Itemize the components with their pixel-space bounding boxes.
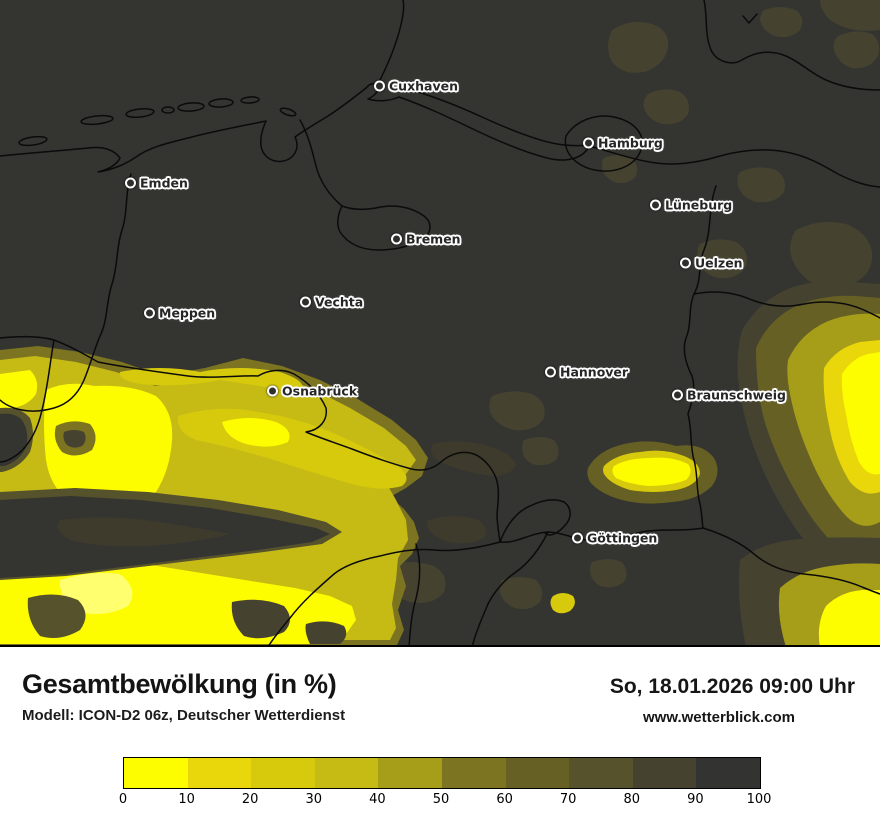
city-marker-icon [545,366,556,378]
city-lueneburg: Lüneburg [650,198,732,213]
legend-color-segment [251,758,315,788]
city-marker-icon [125,177,136,189]
city-marker-icon [572,532,583,544]
city-marker-icon [680,257,691,269]
city-label: Göttingen [587,530,658,546]
city-meppen: Meppen [144,306,215,321]
city-cuxhaven: Cuxhaven [374,79,458,94]
map-footer: Gesamtbewölkung (in %) Modell: ICON-D2 0… [0,647,880,830]
city-marker-icon [374,80,385,92]
city-emden: Emden [125,176,188,191]
city-label: Emden [140,175,188,191]
city-label: Meppen [159,305,216,321]
city-bremen: Bremen [391,232,461,247]
city-marker-icon [391,233,402,245]
city-label: Bremen [406,231,461,247]
islands [18,96,297,147]
legend-color-segment [632,758,697,788]
city-label: Cuxhaven [389,78,458,94]
legend-tick-label: 50 [432,792,450,807]
border-lines [0,0,880,645]
legend-color-segment [124,758,188,788]
legend-tick-label: 10 [178,792,195,807]
legend-tick-label: 90 [687,792,704,807]
page-title: Gesamtbewölkung (in %) [22,669,337,699]
legend-tick-label: 100 [746,792,772,807]
city-layer: Cuxhaven Hamburg Emden Lüneburg Bremen Uelzen… [125,79,786,546]
city-goettingen: Göttingen [572,531,657,546]
model-subtitle: Modell: ICON-D2 06z, Deutscher Wetterdie… [22,707,346,724]
cloud-cover-legend-ticks: 0 10 20 30 40 50 60 70 80 90 100 [119,792,772,812]
legend-tick-label: 40 [369,792,386,807]
city-marker-icon [144,307,155,319]
city-label: Vechta [315,294,364,310]
city-osnabrueck: Osnabrück [267,384,357,399]
city-vechta: Vechta [300,295,363,310]
city-label: Uelzen [695,255,743,271]
city-label: Hannover [560,364,629,380]
cloud-free-patch-goettingen [550,441,718,614]
cloud-cover-legend-bar [123,757,761,789]
legend-color-segment [187,758,252,788]
city-label: Osnabrück [282,383,358,399]
cloud-cover-map-graphic [0,0,880,645]
legend-tick-label: 70 [559,792,577,807]
legend-tick-label: 0 [118,792,128,807]
legend-color-segment [314,758,379,788]
city-hannover: Hannover [545,365,628,380]
legend-color-segment [378,758,442,788]
legend-tick-label: 60 [496,792,513,807]
legend-color-segment [505,758,570,788]
legend-color-segment [569,758,633,788]
forecast-datetime: So, 18.01.2026 09:00 Uhr [609,675,855,698]
city-label: Braunschweig [687,387,786,403]
legend-tick-label: 30 [305,792,323,807]
city-marker-icon [672,389,683,401]
city-label: Lüneburg [665,197,733,213]
city-marker-icon [650,199,661,211]
legend-color-segment [696,758,760,788]
city-hamburg: Hamburg [583,136,663,151]
website-url: www.wetterblick.com [643,709,795,726]
weather-map: Cuxhaven Hamburg Emden Lüneburg Bremen Uelzen… [0,0,880,647]
legend-tick-label: 80 [623,792,641,807]
city-marker-icon [583,137,594,149]
legend-color-segment [441,758,506,788]
cloud-free-region-east [737,280,880,645]
city-label: Hamburg [598,135,663,151]
legend-tick-label: 20 [241,792,259,807]
city-marker-icon [267,385,278,397]
city-marker-icon [300,296,311,308]
city-uelzen: Uelzen [680,256,743,271]
city-braunschweig: Braunschweig [672,388,786,403]
cloud-free-region-southwest [0,346,428,645]
